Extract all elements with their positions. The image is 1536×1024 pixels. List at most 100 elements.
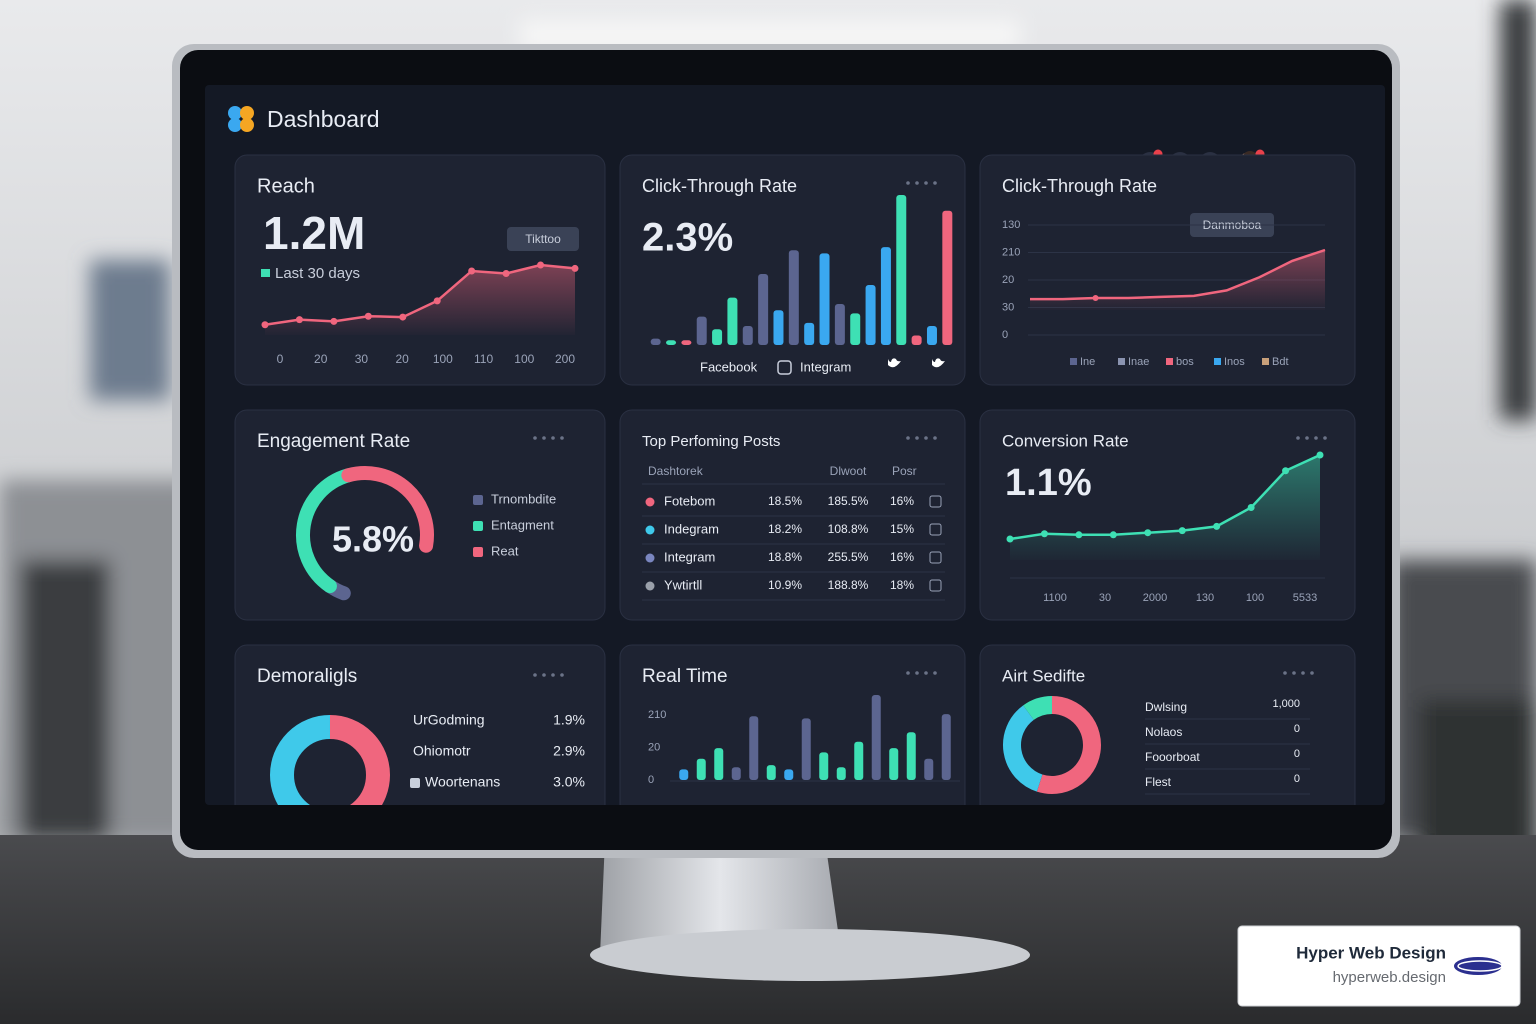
legend-label: Bdt [1272, 356, 1289, 368]
bar [836, 767, 846, 780]
bar [865, 285, 876, 345]
card: Click-Through RateDanmoboa13021020300Ine… [979, 154, 1356, 386]
menu-dot [906, 181, 910, 185]
point [1075, 531, 1083, 539]
point [1109, 531, 1117, 539]
cell: Ywtirtll [664, 577, 702, 592]
point [399, 313, 407, 321]
x-tick-label: 200 [555, 352, 575, 366]
menu-dot [1305, 436, 1309, 440]
legend-swatch [473, 495, 483, 505]
y-tick-label: 0 [1002, 329, 1008, 341]
x-tick-label: 0 [277, 352, 284, 366]
card-title: Demoraligls [257, 666, 357, 687]
bar [819, 752, 829, 780]
logo-petal [228, 106, 242, 120]
cell: 15% [890, 522, 914, 536]
bar [696, 316, 707, 345]
bar [679, 769, 689, 780]
card-title: Real Time [642, 666, 728, 687]
point [1282, 467, 1290, 475]
row-label: Flest [1145, 775, 1172, 789]
card-title: Top Perfoming Posts [642, 433, 780, 450]
legend-swatch [473, 521, 483, 531]
point [502, 270, 510, 278]
brand-name: Hyper Web Design [1296, 943, 1446, 962]
checkbox[interactable] [929, 495, 942, 508]
bar [766, 765, 776, 780]
row-value: 1,000 [1272, 698, 1300, 710]
card: Reach 1.2M Last 30 days Tikttoo 0 20 30 20 100 11… [234, 154, 606, 386]
metric-note: Last 30 days [275, 265, 360, 282]
bar [871, 695, 881, 780]
menu-dot [551, 436, 555, 440]
x-tick-label: 100 [433, 352, 453, 366]
point [1178, 527, 1186, 535]
menu-dot [533, 436, 537, 440]
y-tick-label: 210 [1002, 246, 1020, 258]
legend-swatch [1118, 358, 1125, 365]
legend-label: Reat [491, 543, 519, 558]
metric-value: 5.8% [332, 519, 414, 560]
menu-dot [542, 436, 546, 440]
ring-segment [270, 715, 331, 805]
line [264, 263, 576, 326]
cell: Fotebom [664, 493, 715, 508]
checkbox[interactable] [929, 551, 942, 564]
y-tick-label: 0 [648, 774, 654, 786]
stand-base [590, 929, 1030, 981]
bar [896, 195, 907, 345]
card-background [979, 409, 1356, 621]
bar [926, 326, 937, 345]
card: Engagement Rate 5.8% Trnombdite Entagment Re… [234, 409, 606, 621]
column-header: Dashtorek [648, 464, 704, 478]
line [1009, 453, 1321, 541]
legend-label: Facebook [700, 359, 758, 374]
badge[interactable] [507, 227, 579, 251]
twitter-icon [932, 358, 945, 368]
bar [854, 741, 864, 780]
cell: 18.8% [768, 550, 802, 564]
metric-value: 1.1% [1005, 462, 1092, 504]
cell: 16% [890, 550, 914, 564]
legend-swatch [1214, 358, 1221, 365]
point [330, 317, 338, 325]
note-icon [261, 269, 270, 277]
x-tick-label: 100 [1246, 592, 1264, 604]
checkbox[interactable] [929, 579, 942, 592]
card-title: Click-Through Rate [642, 176, 797, 196]
ring-segment [341, 466, 434, 553]
ring-segment [329, 715, 390, 805]
x-tick-label: 130 [1196, 592, 1214, 604]
bar [834, 303, 845, 345]
bar [712, 329, 723, 345]
menu-dot [1301, 671, 1305, 675]
legend-label: Integram [800, 359, 851, 374]
twitter-icon [888, 358, 901, 368]
cell: 16% [890, 494, 914, 508]
bar [666, 340, 677, 345]
bar [804, 322, 815, 345]
cell: Indegram [664, 521, 719, 536]
legend-swatch [473, 547, 483, 557]
bar [801, 718, 811, 780]
point [295, 316, 303, 324]
column-header: Posr [892, 464, 917, 478]
menu-dot [924, 436, 928, 440]
menu-dot [906, 436, 910, 440]
area [1030, 250, 1325, 310]
legend-swatch [1166, 358, 1173, 365]
card-background [619, 409, 966, 621]
cell: 185.5% [828, 494, 869, 508]
bar [942, 210, 953, 345]
menu-dot [924, 181, 928, 185]
metric-value: 2.3% [642, 216, 733, 260]
dashboard: Dashboard Reach 1.2M Last 30 days Tikttoo 0 20… [228, 106, 1356, 805]
row-value: 0 [1294, 773, 1300, 785]
menu-dot [906, 671, 910, 675]
screen: Dashboard Reach 1.2M Last 30 days Tikttoo 0 20… [205, 85, 1385, 805]
checkbox[interactable] [929, 523, 942, 536]
card-background [979, 644, 1356, 805]
brand-logo [1454, 957, 1502, 975]
